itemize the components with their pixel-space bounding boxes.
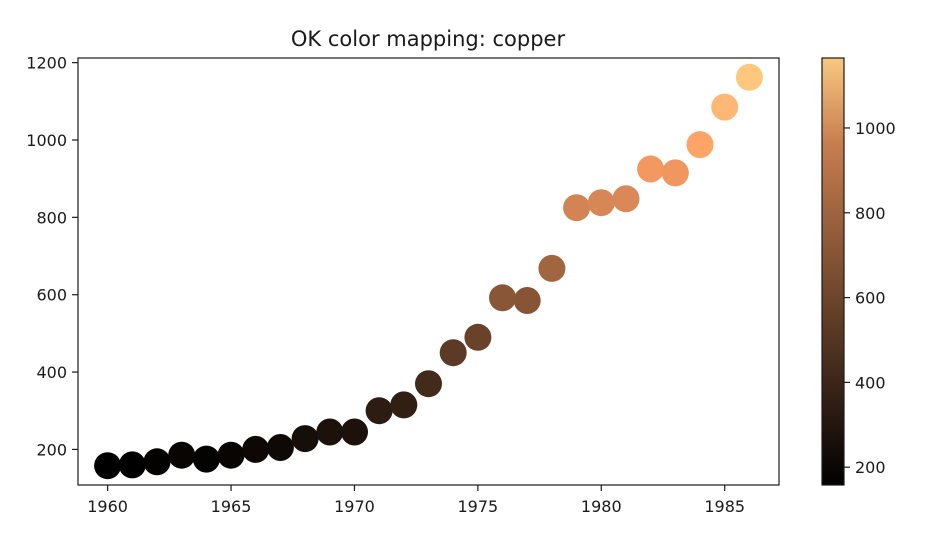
y-tick-label: 1000 — [26, 131, 67, 150]
x-tick-label: 1985 — [704, 497, 745, 516]
data-point — [563, 194, 591, 222]
colorbar-tick-label: 400 — [855, 373, 886, 392]
data-point — [735, 63, 763, 91]
data-point — [143, 448, 171, 476]
y-axis: 200 400 600 800 1000 1200 — [26, 54, 78, 459]
x-tick-label: 1965 — [211, 497, 252, 516]
data-point — [464, 323, 492, 351]
data-point — [390, 391, 418, 419]
points-layer — [94, 63, 763, 480]
y-tick-label: 600 — [36, 286, 67, 305]
data-point — [612, 185, 640, 213]
chart-title: OK color mapping: copper — [291, 27, 566, 51]
data-point — [587, 189, 615, 217]
colorbar-tick-label: 200 — [855, 458, 886, 477]
data-point — [686, 131, 714, 159]
y-tick-label: 800 — [36, 208, 67, 227]
data-point — [637, 155, 665, 183]
data-point — [415, 370, 442, 398]
x-tick-label: 1970 — [334, 497, 375, 516]
x-tick-label: 1980 — [581, 497, 622, 516]
data-point — [538, 254, 566, 282]
y-tick-label: 1200 — [26, 54, 67, 73]
data-point — [341, 418, 368, 446]
data-point — [217, 441, 245, 469]
data-point — [489, 284, 516, 312]
data-point — [266, 434, 294, 461]
data-point — [513, 287, 541, 314]
colorbar-tick-label: 1000 — [855, 119, 896, 138]
data-point — [711, 93, 739, 121]
y-tick-label: 400 — [36, 363, 67, 382]
y-tick-label: 200 — [36, 440, 67, 459]
x-tick-label: 1960 — [87, 497, 128, 516]
data-point — [316, 418, 344, 446]
colorbar — [821, 57, 845, 486]
data-point — [242, 435, 270, 463]
x-tick-label: 1975 — [458, 497, 499, 516]
plot-frame — [77, 57, 780, 486]
colorbar-tick-label: 800 — [855, 204, 886, 223]
data-point — [291, 425, 319, 453]
data-point — [661, 159, 689, 187]
colorbar-tick-label: 600 — [855, 289, 886, 308]
data-point — [439, 339, 467, 367]
colorbar-axis: 200 400 600 800 1000 — [844, 119, 896, 477]
data-point — [365, 397, 393, 425]
data-point — [118, 451, 146, 479]
data-point — [192, 445, 220, 473]
data-point — [94, 452, 122, 480]
x-axis: 1960 1965 1970 1975 1980 1985 — [87, 485, 745, 516]
data-point — [168, 441, 196, 469]
